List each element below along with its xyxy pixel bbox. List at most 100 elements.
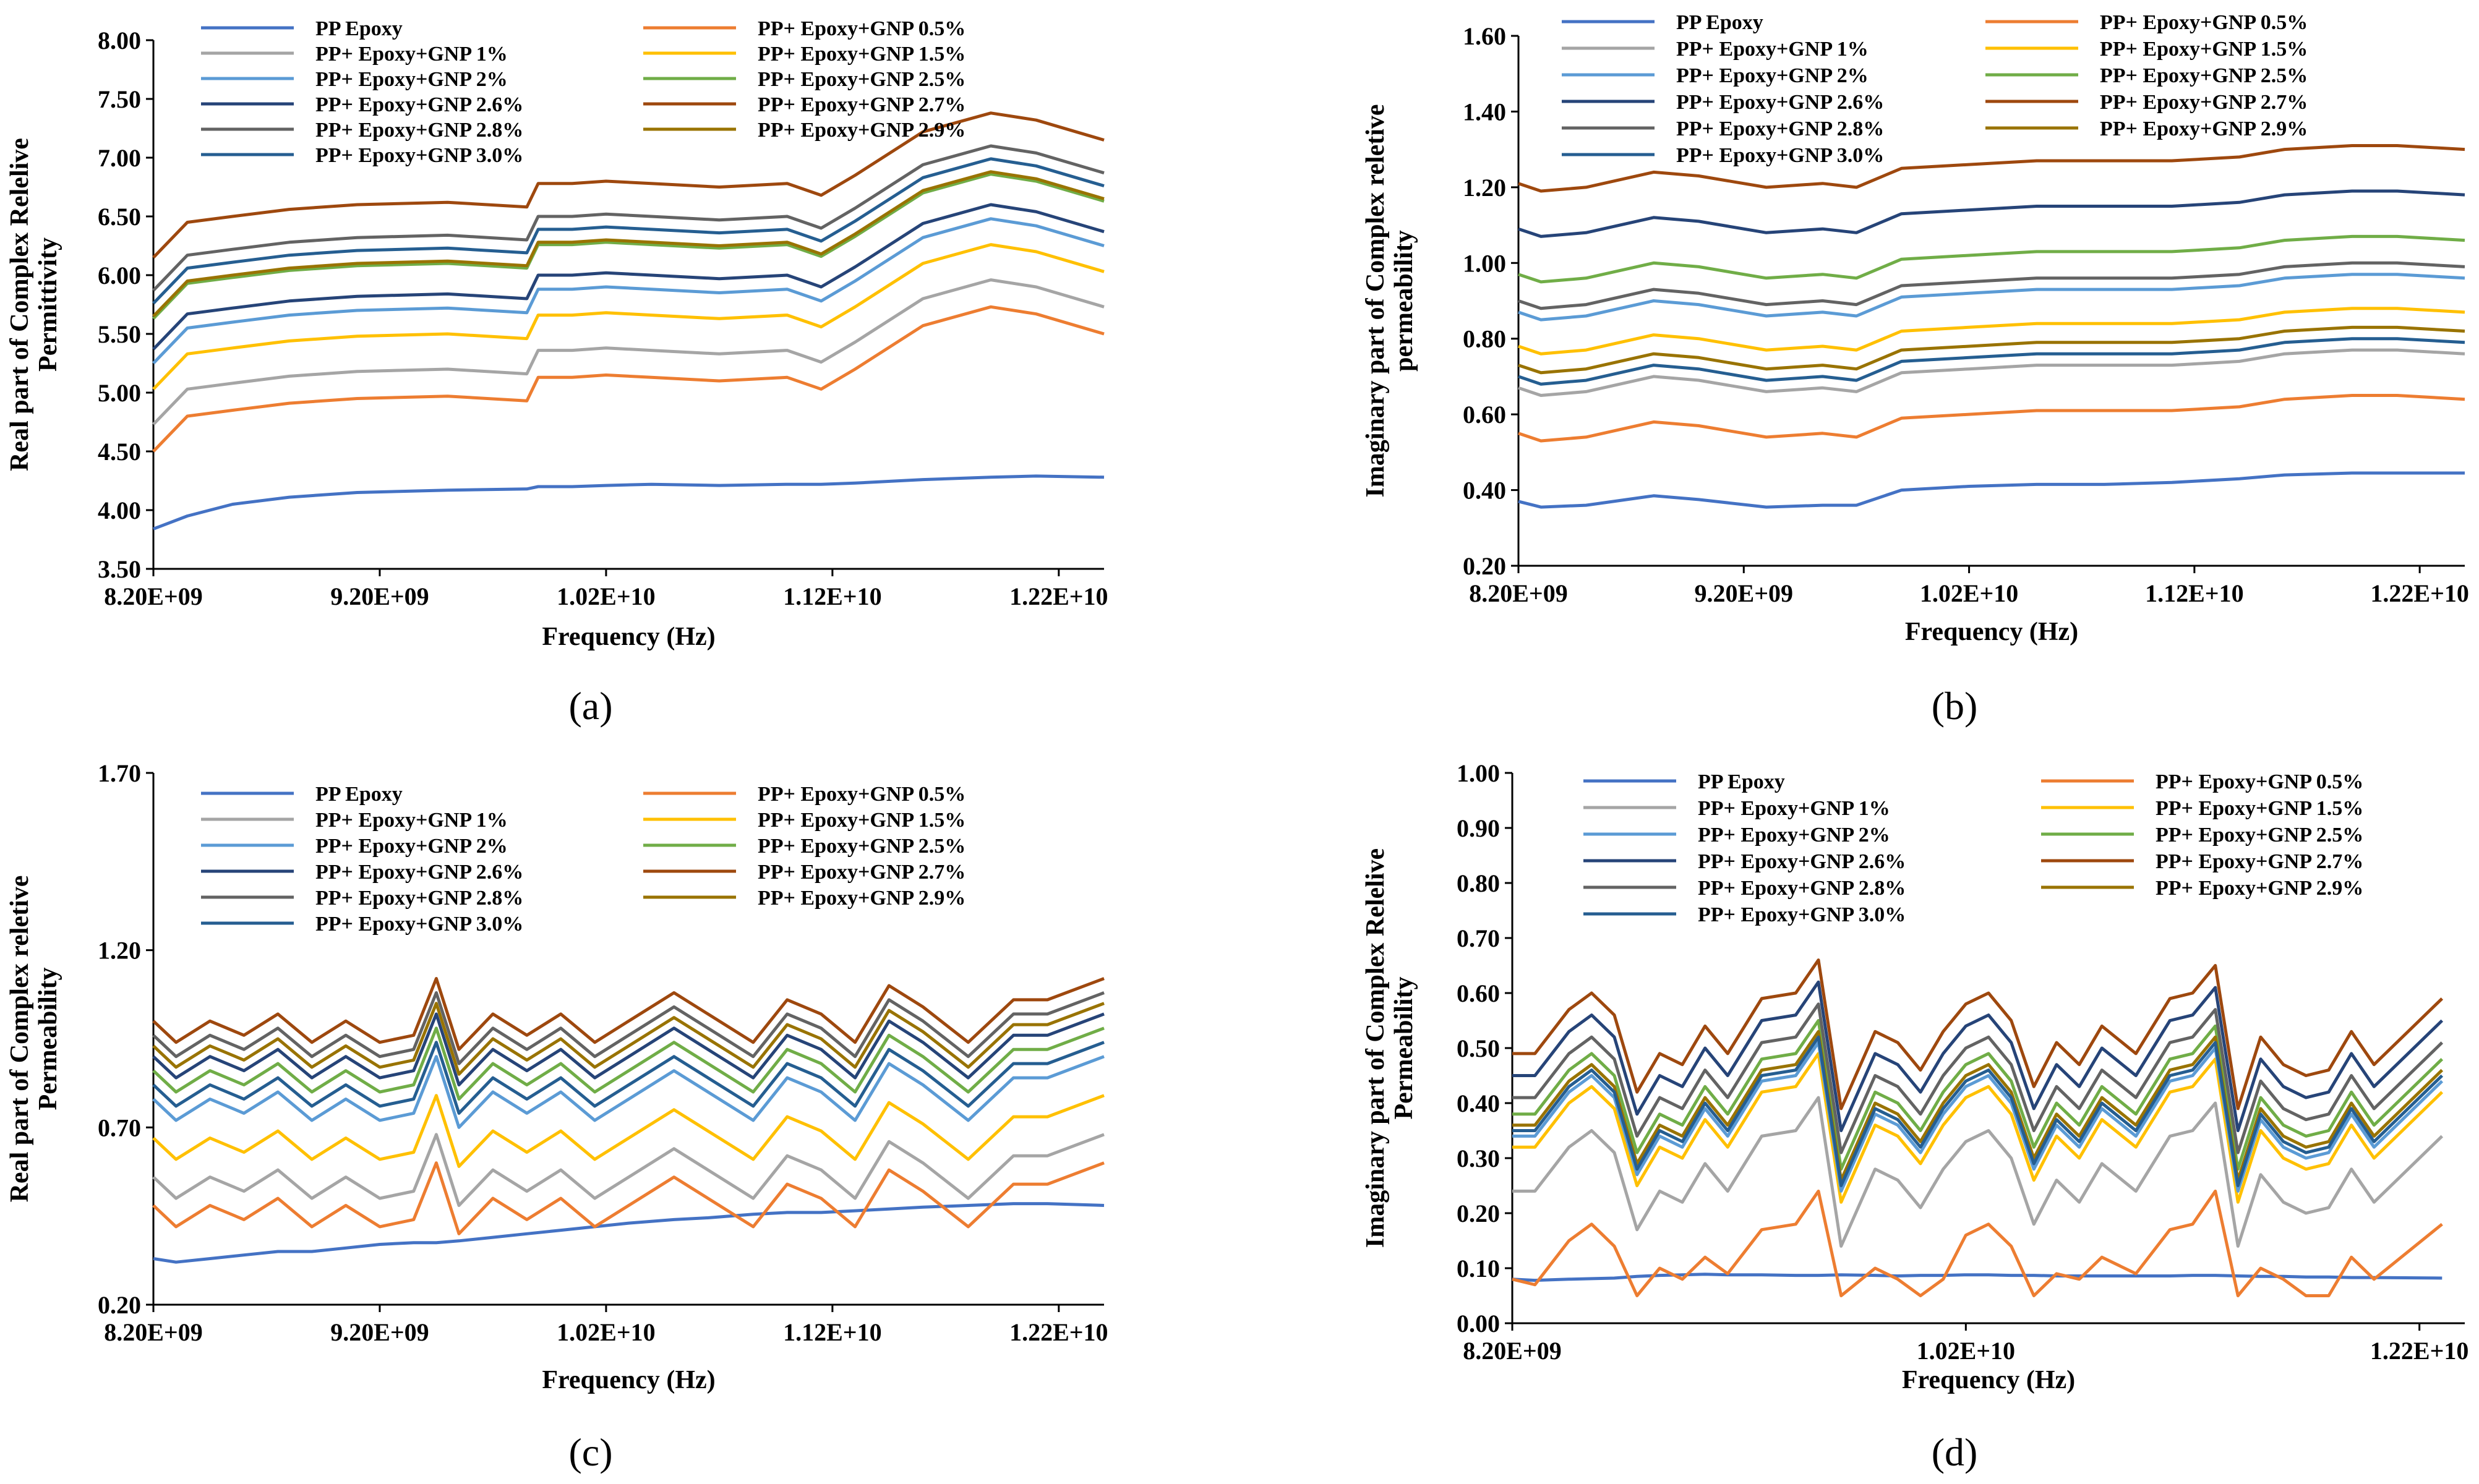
panel-c-chart: 0.20 0.70 1.20 1.70 8.20E+09 9.20E+09 1.02E+10… — [6, 759, 1108, 1394]
legend-label: PP Epoxy — [315, 783, 403, 806]
series-line-pp-epoxy-gnp-1- — [152, 1133, 1105, 1207]
series-line-pp-epoxy-gnp-2-9- — [152, 170, 1105, 318]
y-tick-label: 0.80 — [1457, 869, 1500, 897]
legend-label: PP+ Epoxy+GNP 2% — [1698, 824, 1890, 846]
legend-label: PP+ Epoxy+GNP 2.5% — [758, 68, 965, 91]
y-tick-label: 0.40 — [1457, 1090, 1500, 1117]
y-tick-label: 6.50 — [98, 203, 141, 231]
panel-d-chart: 0.00 0.10 0.20 0.30 0.40 0.50 0.60 0.70 0.80 0.90… — [1361, 759, 2468, 1394]
legend-label: PP+ Epoxy+GNP 3.0% — [315, 913, 523, 936]
legend-label: PP+ Epoxy+GNP 0.5% — [758, 17, 965, 40]
series-line-pp-epoxy-gnp-0-5- — [1518, 394, 2465, 443]
y-tick-label: 0.70 — [98, 1114, 141, 1141]
legend-label: PP+ Epoxy+GNP 2% — [1676, 64, 1869, 87]
legend-label: PP+ Epoxy+GNP 2% — [315, 68, 508, 91]
legend-label: PP+ Epoxy+GNP 2.7% — [758, 861, 965, 884]
legend-label: PP+ Epoxy+GNP 1% — [1698, 797, 1890, 820]
legend-label: PP+ Epoxy+GNP 2.6% — [1676, 91, 1884, 114]
x-tick-label: 8.20E+09 — [104, 582, 202, 610]
legend-label: PP+ Epoxy+GNP 3.0% — [1698, 903, 1906, 926]
series-line-pp-epoxy-gnp-1-5- — [152, 1094, 1105, 1168]
y-axis-label: Real part of Complex reletivePermeabilit… — [6, 876, 62, 1203]
caption-d: (d) — [1932, 1430, 1978, 1474]
y-tick-label: 1.70 — [98, 759, 141, 787]
legend-label: PP+ Epoxy+GNP 3.0% — [315, 144, 523, 167]
y-tick-label: 6.00 — [98, 262, 141, 289]
y-tick-label: 0.90 — [1457, 814, 1500, 842]
legend-label: PP+ Epoxy+GNP 2.7% — [2100, 91, 2308, 114]
y-tick-label: 0.30 — [1457, 1145, 1500, 1172]
y-tick-label: 0.80 — [1463, 325, 1506, 353]
x-axis-label: Frequency (Hz) — [1902, 1366, 2075, 1394]
series-line-pp-epoxy-gnp-1-5- — [1518, 307, 2465, 356]
series-line-pp-epoxy-gnp-2-7- — [152, 977, 1105, 1051]
y-tick-label: 1.20 — [98, 937, 141, 965]
panel-b-chart: 0.20 0.40 0.60 0.80 1.00 1.20 1.40 1.60 8.20E+09… — [1361, 11, 2469, 646]
series-line-pp-epoxy-gnp-1- — [1518, 348, 2465, 397]
series-line-pp-epoxy-gnp-2-8- — [152, 144, 1105, 292]
legend-label: PP+ Epoxy+GNP 2.8% — [1698, 877, 1906, 900]
x-tick-label: 1.22E+10 — [2370, 1337, 2468, 1365]
x-tick-label: 1.12E+10 — [783, 582, 881, 610]
series-line-pp-epoxy-gnp-2-6- — [1518, 189, 2465, 238]
series-line-pp-epoxy-gnp-0-5- — [1512, 1189, 2443, 1297]
x-tick-label: 1.02E+10 — [1920, 579, 2018, 607]
y-tick-label: 1.00 — [1463, 249, 1506, 277]
y-tick-label: 1.40 — [1463, 98, 1506, 126]
legend-label: PP+ Epoxy+GNP 2.6% — [315, 861, 523, 884]
legend-label: PP+ Epoxy+GNP 2.9% — [758, 887, 965, 910]
y-tick-label: 1.00 — [1457, 759, 1500, 787]
y-axis-label: Imaginary part of Complex RelelivePermea… — [1361, 848, 1418, 1248]
y-tick-label: 1.20 — [1463, 174, 1506, 202]
legend-label: PP Epoxy — [1676, 11, 1763, 34]
panel-a-chart: 3.50 4.00 4.50 5.00 5.50 6.00 6.50 7.00 7.50 8.00… — [6, 17, 1108, 651]
x-tick-label: 1.02E+10 — [557, 1318, 655, 1346]
legend-label: PP+ Epoxy+GNP 1.5% — [2100, 38, 2308, 61]
series-line-pp-epoxy-gnp-2- — [1518, 273, 2465, 322]
legend-label: PP+ Epoxy+GNP 0.5% — [758, 783, 965, 806]
series-line-pp-epoxy-gnp-2-7- — [1512, 958, 2444, 1111]
series-line-pp-epoxy-gnp-0-5- — [152, 1161, 1105, 1235]
series-line-pp-epoxy-gnp-3-0- — [152, 157, 1105, 305]
series-line-pp-epoxy-gnp-1- — [1512, 1096, 2444, 1248]
y-axis-label-line: Imaginary part of Complex Relelive — [1361, 848, 1390, 1248]
legend-label: PP+ Epoxy+GNP 2.7% — [2156, 850, 2363, 873]
x-tick-label: 1.12E+10 — [783, 1318, 881, 1346]
series-line-pp-epoxy — [1518, 471, 2465, 509]
y-tick-label: 4.50 — [98, 438, 141, 466]
legend-label: PP+ Epoxy+GNP 2.9% — [758, 119, 965, 142]
legend-label: PP+ Epoxy+GNP 2.8% — [1676, 117, 1884, 140]
legend-label: PP+ Epoxy+GNP 2.8% — [315, 119, 523, 142]
y-tick-label: 0.50 — [1457, 1034, 1500, 1062]
series-line-pp-epoxy-gnp-0-5- — [152, 305, 1105, 453]
y-tick-label: 7.00 — [98, 144, 141, 172]
legend-label: PP+ Epoxy+GNP 2.6% — [1698, 850, 1906, 873]
caption-b: (b) — [1932, 684, 1978, 728]
series-line-pp-epoxy-gnp-2-7- — [152, 111, 1105, 259]
y-tick-label: 0.00 — [1457, 1310, 1500, 1337]
x-axis-label: Frequency (Hz) — [542, 623, 715, 651]
y-axis-label-line: Permeability — [1390, 977, 1418, 1120]
y-axis-label-line: Permittivity — [34, 237, 62, 372]
series-line-pp-epoxy-gnp-2- — [152, 217, 1105, 365]
legend-label: PP+ Epoxy+GNP 1% — [315, 43, 508, 66]
x-tick-label: 9.20E+09 — [330, 582, 429, 610]
y-tick-label: 0.60 — [1457, 979, 1500, 1007]
y-tick-label: 4.00 — [98, 497, 141, 524]
x-tick-label: 8.20E+09 — [104, 1318, 202, 1346]
series-line-pp-epoxy-gnp-2-5- — [1512, 1019, 2444, 1171]
series-line-pp-epoxy-gnp-2-5- — [152, 173, 1105, 320]
series-line-pp-epoxy-gnp-2-6- — [1512, 980, 2444, 1132]
series-line-pp-epoxy-gnp-1-5- — [152, 243, 1105, 391]
y-axis-label-line: Real part of Complex reletive — [6, 876, 34, 1203]
y-tick-label: 0.20 — [1457, 1200, 1500, 1227]
legend-label: PP+ Epoxy+GNP 0.5% — [2156, 770, 2363, 793]
legend-label: PP+ Epoxy+GNP 0.5% — [2100, 11, 2308, 34]
x-tick-label: 8.20E+09 — [1469, 579, 1567, 607]
y-axis-label: Real part of Complex RelelivePermittivit… — [6, 138, 62, 471]
y-tick-label: 5.00 — [98, 379, 141, 407]
series-line-pp-epoxy-gnp-3-0- — [1518, 337, 2465, 386]
series-line-pp-epoxy — [153, 474, 1105, 531]
series-line-pp-epoxy-gnp-3-0- — [152, 1041, 1105, 1115]
